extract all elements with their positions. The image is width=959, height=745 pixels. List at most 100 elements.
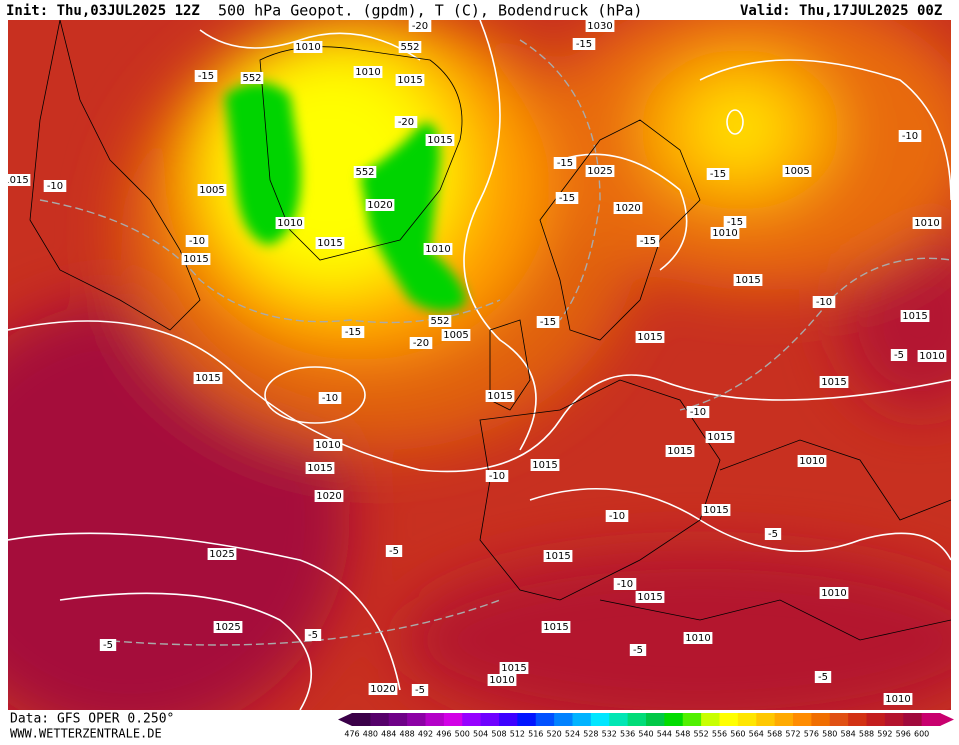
contour-label: 1010: [277, 218, 302, 229]
colorbar-label: 524: [565, 730, 580, 739]
colorbar-cell: [499, 713, 518, 726]
contour-label-bg: [710, 227, 740, 239]
contour-label-bg: [572, 38, 596, 50]
contour-label-bg: [605, 510, 629, 522]
colorbar-cell: [407, 713, 426, 726]
colorbar-cell: [719, 713, 739, 726]
contour-label-bg: [629, 644, 647, 656]
contour-label: -5: [894, 350, 904, 361]
contour-label-bg: [686, 406, 710, 418]
colorbar-label: 500: [455, 730, 470, 739]
contour-label: 1005: [443, 330, 468, 341]
contour-label: -15: [576, 39, 592, 50]
colorbar-label: 556: [712, 730, 727, 739]
contour-label-bg: [613, 202, 643, 214]
colorbar-cell: [701, 713, 720, 726]
colorbar-cell: [535, 713, 555, 726]
colorbar-cell: [462, 713, 482, 726]
contour-label: 552: [242, 73, 261, 84]
colorbar-label: 488: [399, 730, 414, 739]
contour-label-bg: [240, 72, 264, 84]
colorbar-cell: [646, 713, 665, 726]
contour-label: 1025: [209, 549, 234, 560]
contour-label: -20: [413, 338, 429, 349]
colorbar-label: 564: [749, 730, 764, 739]
colorbar-label: 580: [822, 730, 837, 739]
contour-label-bg: [423, 243, 453, 255]
contour-label-bg: [193, 372, 223, 384]
colorbar-cell: [572, 713, 592, 726]
contour-label: 552: [400, 42, 419, 53]
colorbar-cell: [866, 713, 886, 726]
contour-label-bg: [409, 337, 433, 349]
contour-label: 552: [355, 167, 374, 178]
contour-label-bg: [541, 621, 571, 633]
colorbar-cell: [774, 713, 794, 726]
colorbar-cell: [903, 713, 923, 726]
contour-label: -15: [198, 71, 214, 82]
contour-label-bg: [428, 315, 452, 327]
contour-label: 1010: [821, 588, 846, 599]
contour-label: 1010: [295, 42, 320, 53]
contour-label: 1015: [487, 391, 512, 402]
contour-label: 1010: [919, 351, 944, 362]
contour-label-bg: [181, 253, 211, 265]
contour-label-bg: [723, 216, 747, 228]
colorbar-label: 480: [363, 730, 378, 739]
contour-label-bg: [425, 134, 455, 146]
site-name: WWW.WETTERZENTRALE.DE: [10, 727, 162, 741]
contour-label-bg: [353, 66, 383, 78]
contour-label: -15: [559, 193, 575, 204]
contour-label-bg: [883, 693, 913, 705]
contour-label-bg: [585, 20, 615, 32]
contour-label-bg: [814, 671, 832, 683]
contour-label-bg: [536, 316, 560, 328]
contour-label-bg: [394, 116, 418, 128]
contour-label-bg: [635, 331, 665, 343]
contour-label: 1030: [587, 21, 612, 32]
contour-label-bg: [487, 674, 517, 686]
contour-label: 1015: [397, 75, 422, 86]
contour-label: -10: [690, 407, 706, 418]
contour-label: 1005: [199, 185, 224, 196]
contour-label: 1010: [885, 694, 910, 705]
contour-label-bg: [585, 165, 615, 177]
green-areas: [225, 82, 466, 312]
contour-label: -15: [557, 158, 573, 169]
colorbar-label: 508: [491, 730, 506, 739]
contour-label: -5: [308, 630, 318, 641]
contour-label-bg: [900, 310, 930, 322]
contour-label: 1025: [587, 166, 612, 177]
colorbar-label: 504: [473, 730, 488, 739]
colorbar-cell: [352, 713, 371, 726]
colorbar: 476 480 484 488 492 496 500 504 508 512 516 520 524 5…: [338, 713, 954, 739]
colorbar-label: 536: [620, 730, 635, 739]
colorbar-label: 592: [877, 730, 892, 739]
contour-label-bg: [194, 70, 218, 82]
contour-label-bg: [207, 548, 237, 560]
colorbar-cell: [756, 713, 776, 726]
contour-label-bg: [213, 621, 243, 633]
contour-label-bg: [782, 165, 812, 177]
contour-label: 1020: [370, 684, 395, 695]
contour-label: 1010: [799, 456, 824, 467]
colorbar-label: 568: [767, 730, 782, 739]
contour-label-bg: [797, 455, 827, 467]
colorbar-label: 560: [730, 730, 745, 739]
contour-label-bg: [733, 274, 763, 286]
contour-label-bg: [485, 470, 509, 482]
contour-label: 1015: [3, 175, 28, 186]
colorbar-cell: [829, 713, 849, 726]
contour-label-bg: [636, 235, 660, 247]
contour-label-bg: [315, 237, 345, 249]
map-title: 500 hPa Geopot. (gpdm), T (C), Bodendruc…: [218, 2, 642, 20]
contour-label: 1015: [707, 432, 732, 443]
colorbar-cell: [554, 713, 573, 726]
contour-label-bg: [706, 168, 730, 180]
contour-label: -15: [727, 217, 743, 228]
colorbar-cell: [921, 713, 941, 726]
contour-label-bg: [8, 174, 31, 186]
contour-label: 1015: [183, 254, 208, 265]
